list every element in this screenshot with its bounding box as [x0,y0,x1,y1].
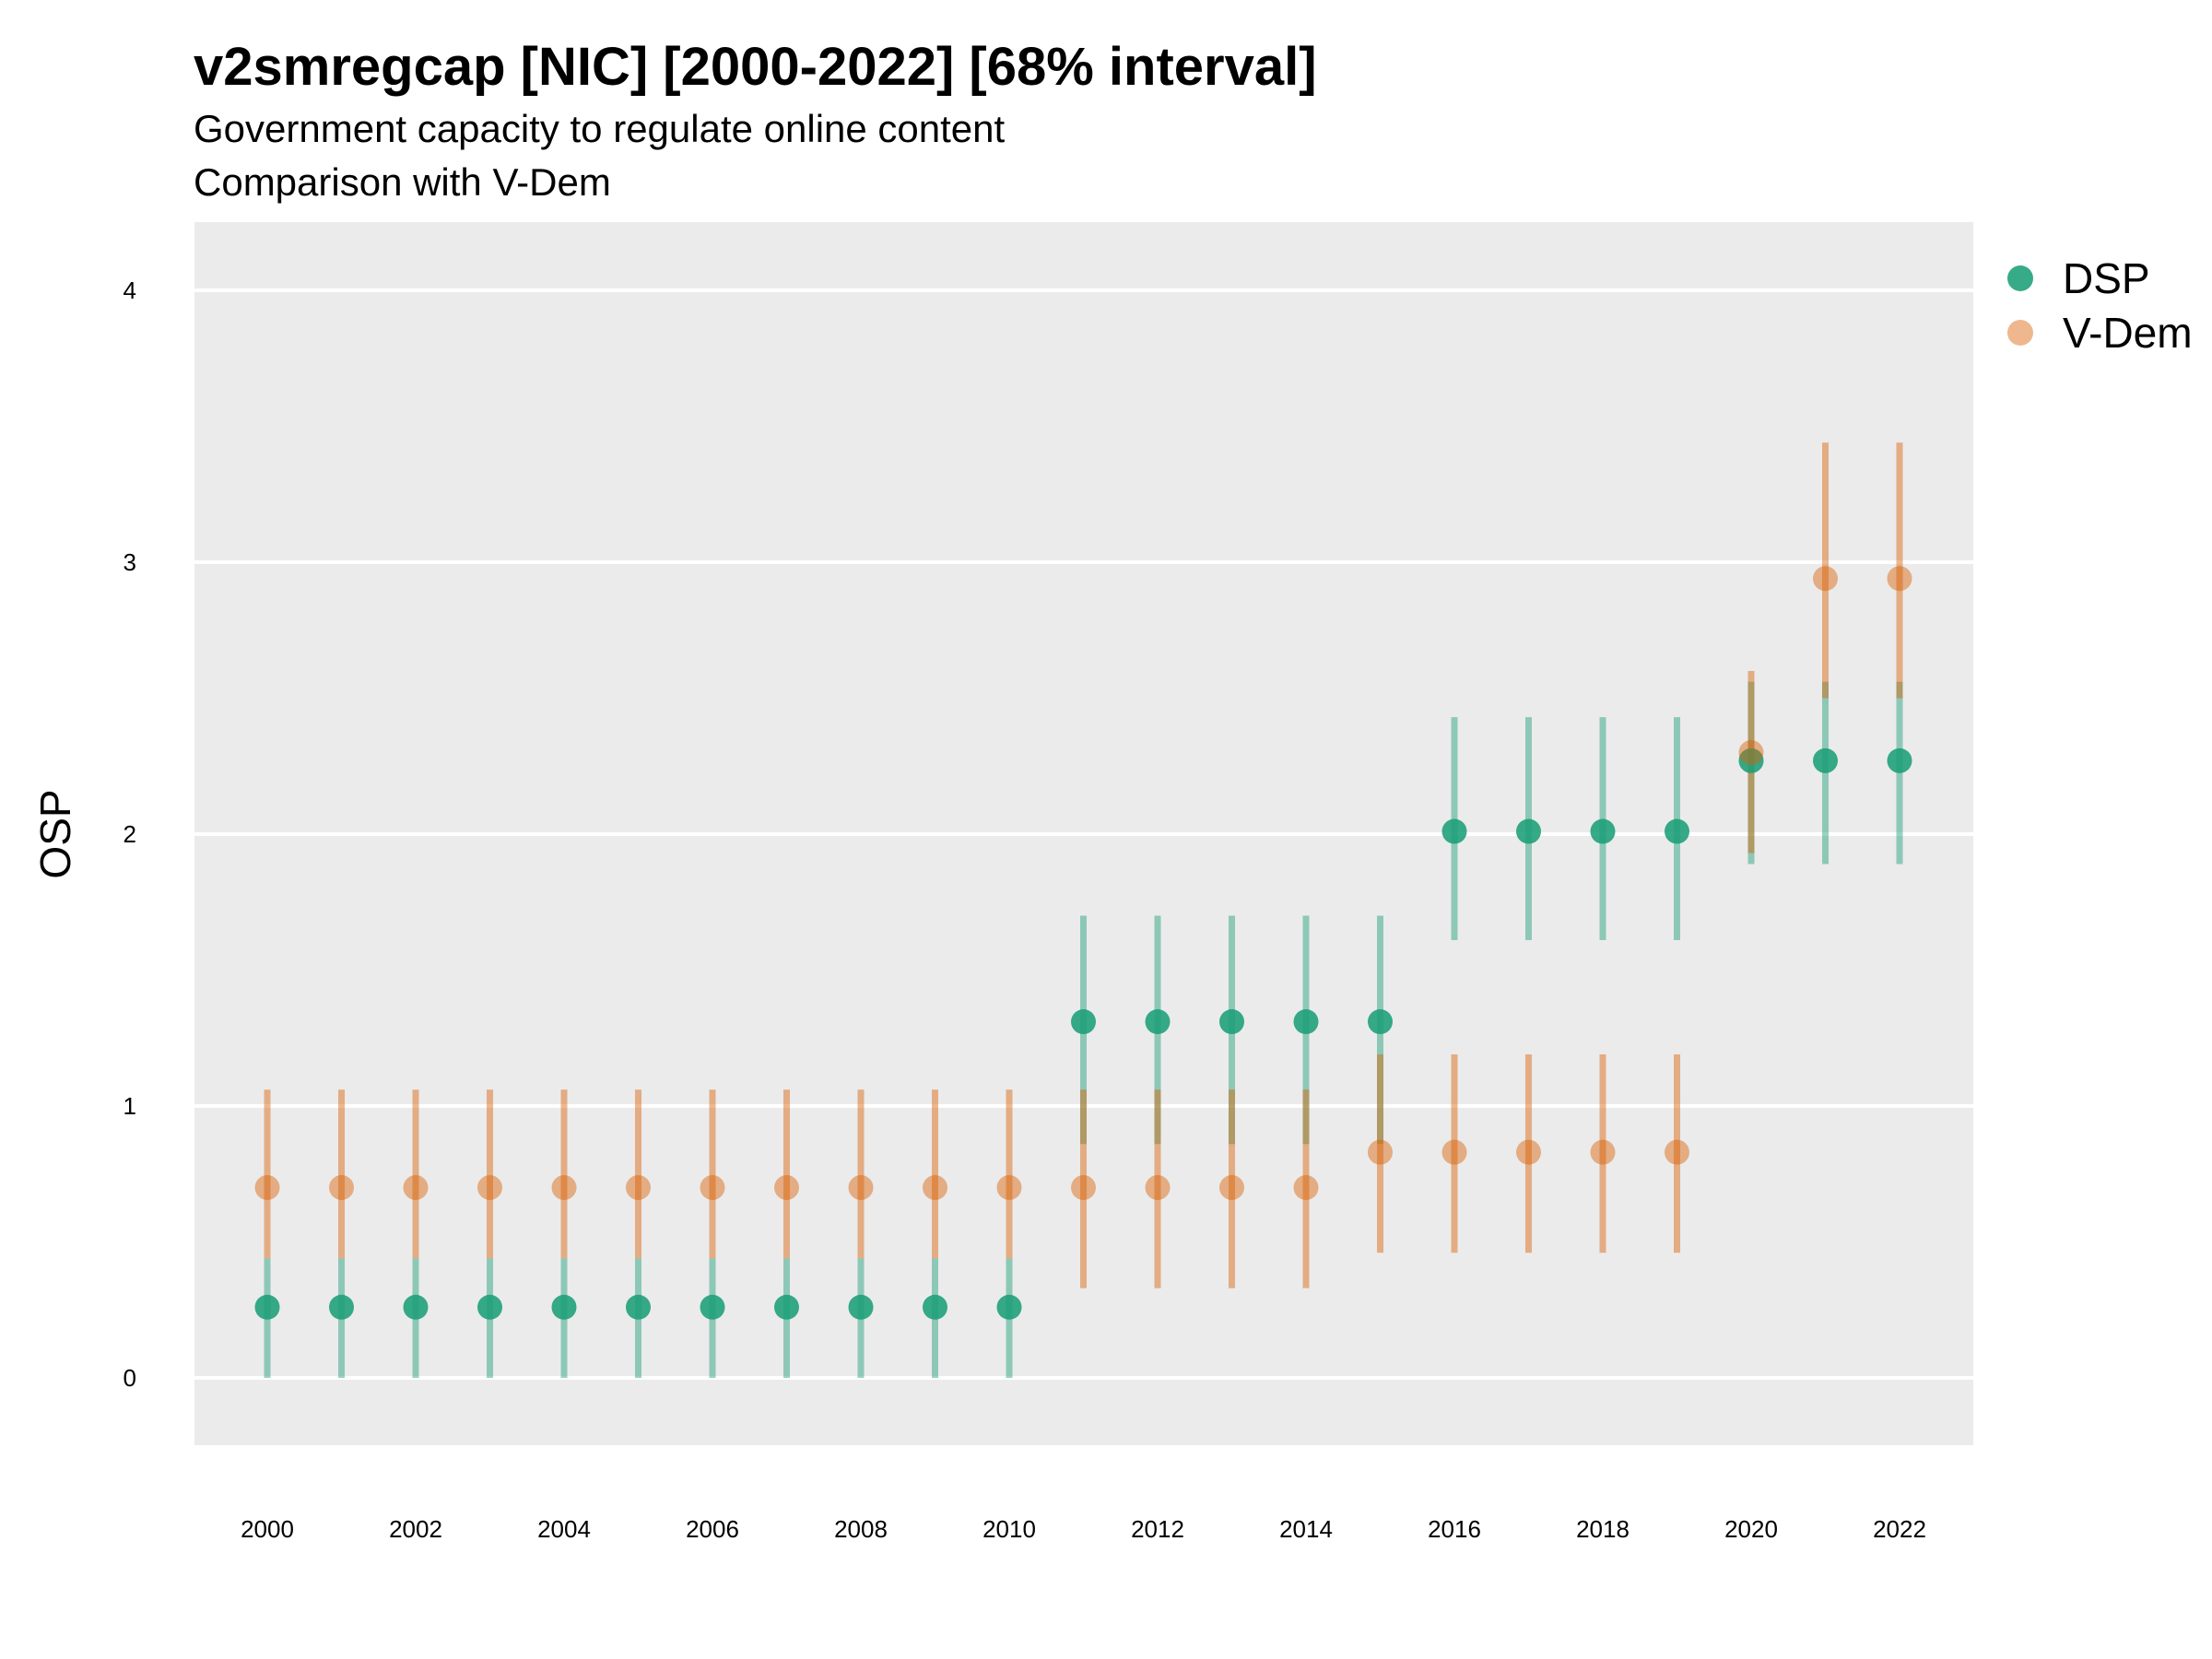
point-dsp [403,1294,429,1320]
point-dsp [996,1294,1022,1320]
point-vdem [700,1175,725,1200]
point-dsp [1665,818,1689,844]
x-tick-label: 2020 [1724,1515,1778,1543]
chart-subtitle-line-2: Comparison with V-Dem [194,160,611,204]
point-vdem [1219,1175,1244,1200]
x-tick-label: 2018 [1576,1515,1630,1543]
legend-marker-dsp [2007,265,2033,291]
point-vdem [1293,1175,1319,1200]
point-vdem [1813,566,1838,592]
x-tick-label: 2014 [1279,1515,1333,1543]
point-vdem [1516,1139,1541,1165]
legend-marker-vdem [2007,320,2033,346]
point-vdem [477,1175,502,1200]
x-tick-label: 2022 [1873,1515,1926,1543]
point-vdem [996,1175,1022,1200]
chart-title: v2smregcap [NIC] [2000-2022] [68% interv… [194,37,1317,97]
point-dsp [1368,1009,1393,1035]
y-tick-label: 3 [124,548,136,576]
y-tick-label: 2 [124,820,136,848]
point-dsp [329,1294,354,1320]
x-axis-ticks: 2000 2002 2004 2006 2008 2010 2012 2014 2016 2018… [241,1515,1926,1543]
legend-item-vdem: V-Dem [2007,309,2193,357]
y-tick-label: 4 [124,276,136,304]
x-tick-label: 2002 [389,1515,442,1543]
point-dsp [1813,747,1838,773]
series-layer [254,442,1912,1378]
point-dsp [1516,818,1541,844]
point-dsp [626,1294,651,1320]
point-dsp [848,1294,874,1320]
point-vdem [403,1175,429,1200]
point-dsp [1071,1009,1096,1035]
x-tick-label: 2010 [982,1515,1036,1543]
legend-label-vdem: V-Dem [2063,309,2193,357]
point-vdem [329,1175,354,1200]
point-vdem [1665,1139,1689,1165]
point-vdem [923,1175,947,1200]
point-dsp [774,1294,799,1320]
legend-item-dsp: DSP [2007,254,2150,302]
x-tick-label: 2016 [1428,1515,1481,1543]
point-markers [254,566,1912,1320]
point-dsp [551,1294,577,1320]
chart-subtitle-line-1: Government capacity to regulate online c… [194,107,1006,150]
point-dsp [477,1294,502,1320]
point-vdem [626,1175,651,1200]
point-vdem [1368,1139,1393,1165]
point-vdem [774,1175,799,1200]
point-vdem [1071,1175,1096,1200]
point-vdem [254,1175,280,1200]
x-tick-label: 2004 [537,1515,591,1543]
legend: DSP V-Dem [2007,254,2193,357]
point-dsp [1219,1009,1244,1035]
point-dsp [923,1294,947,1320]
point-dsp [1887,747,1912,773]
x-tick-label: 2000 [241,1515,294,1543]
point-dsp [700,1294,725,1320]
y-axis-label: OSP [31,789,79,878]
point-dsp [1590,818,1616,844]
point-dsp [254,1294,280,1320]
y-tick-label: 0 [124,1364,136,1392]
point-dsp [1738,747,1764,773]
point-vdem [1887,566,1912,592]
legend-label-dsp: DSP [2063,254,2150,302]
y-axis-ticks: 0 1 2 3 4 [124,276,136,1392]
x-tick-label: 2012 [1131,1515,1184,1543]
y-tick-label: 1 [124,1092,136,1120]
point-vdem [848,1175,874,1200]
point-vdem [551,1175,577,1200]
point-vdem [1738,740,1764,765]
point-dsp [1145,1009,1171,1035]
point-dsp [1293,1009,1319,1035]
x-tick-label: 2006 [686,1515,739,1543]
point-vdem [1441,1139,1467,1165]
point-vdem [1590,1139,1616,1165]
point-dsp [1441,818,1467,844]
point-vdem [1145,1175,1171,1200]
x-tick-label: 2008 [834,1515,888,1543]
